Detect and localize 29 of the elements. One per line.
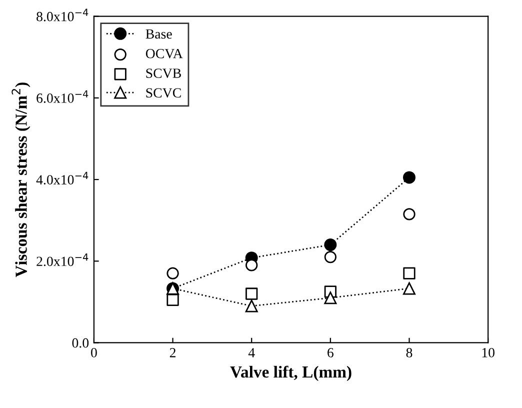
y-tick-label: 8.0x10$^{−4}$ [36, 8, 88, 22]
legend-label: OCVA [146, 48, 183, 58]
y-axis-title: Viscous shear stress (N/m$^{2}$) [12, 82, 30, 278]
point [324, 250, 336, 264]
point [403, 171, 416, 184]
y-tick-label: 0.0 [72, 338, 89, 348]
legend-label: Base [146, 29, 172, 39]
point [403, 208, 416, 220]
point [246, 259, 258, 272]
point [403, 267, 416, 280]
x-tick-label: 6 [328, 348, 334, 358]
x-tick-label: 8 [406, 348, 412, 358]
point [324, 238, 337, 252]
x-tick-label: 2 [170, 348, 176, 358]
x-axis-title: Valve lift, L(mm) [230, 366, 352, 382]
point [324, 292, 337, 304]
x-tick-label: 10 [482, 348, 494, 358]
y-tick-label: 4.0x10$^{−4}$ [36, 172, 88, 185]
legend-label: SCVB [146, 68, 181, 78]
y-tick-label: 6.0x10$^{−4}$ [36, 90, 88, 103]
legend-label: SCVC [146, 88, 181, 98]
point [166, 267, 179, 280]
point [403, 282, 416, 295]
x-tick-label: 4 [248, 348, 255, 358]
point [166, 294, 179, 306]
point [246, 288, 258, 300]
x-tick-label: 0 [91, 348, 97, 358]
point [245, 300, 258, 312]
y-tick-label: 2.0x10$^{−4}$ [36, 254, 88, 266]
